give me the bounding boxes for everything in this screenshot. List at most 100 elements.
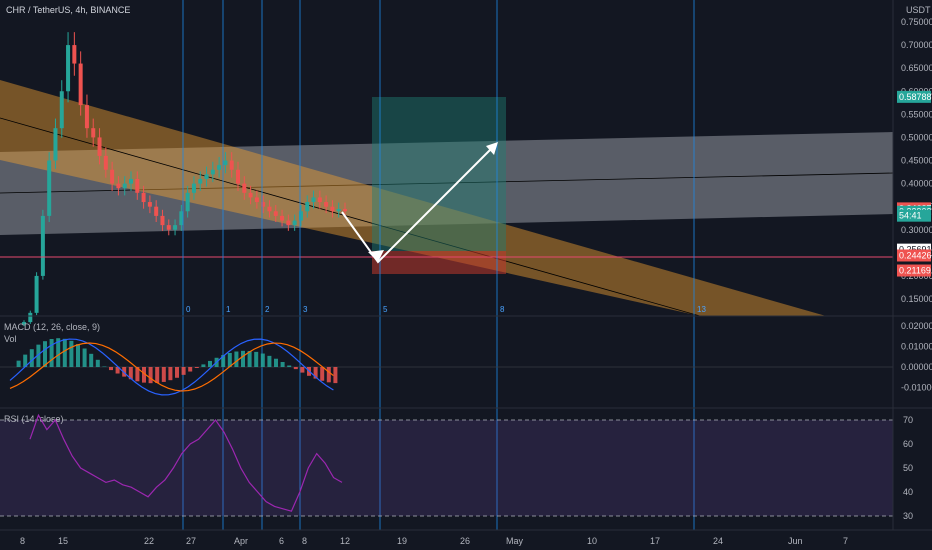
macd-histogram-bar bbox=[95, 359, 100, 367]
currency-label: USDT bbox=[906, 5, 931, 15]
macd-histogram-bar bbox=[56, 338, 61, 367]
candle-body[interactable] bbox=[40, 215, 45, 276]
candle-body[interactable] bbox=[210, 169, 215, 175]
candle-body[interactable] bbox=[198, 178, 203, 184]
time-tick-label: 27 bbox=[186, 536, 196, 546]
candle-body[interactable] bbox=[298, 211, 303, 221]
signal-line[interactable] bbox=[9, 342, 334, 392]
candle-body[interactable] bbox=[147, 202, 152, 207]
candle-body[interactable] bbox=[223, 160, 228, 166]
candle-body[interactable] bbox=[78, 63, 83, 106]
candle-body[interactable] bbox=[286, 220, 291, 226]
arrow-head-up bbox=[486, 142, 498, 155]
candle-body[interactable] bbox=[59, 91, 64, 129]
candle-body[interactable] bbox=[261, 202, 266, 207]
candle-body[interactable] bbox=[160, 215, 165, 226]
candle-body[interactable] bbox=[324, 202, 329, 207]
time-tick-label: 15 bbox=[58, 536, 68, 546]
candle-body[interactable] bbox=[84, 105, 89, 129]
candle-body[interactable] bbox=[53, 128, 58, 161]
candle-body[interactable] bbox=[317, 197, 322, 203]
stop-zone-box[interactable] bbox=[372, 251, 506, 274]
candle-body[interactable] bbox=[229, 160, 234, 170]
macd-histogram-bar bbox=[122, 367, 127, 377]
candle-body[interactable] bbox=[135, 178, 140, 193]
candle-body[interactable] bbox=[236, 169, 240, 184]
candle-body[interactable] bbox=[72, 45, 77, 64]
macd-histogram-bar bbox=[16, 360, 21, 367]
candle-body[interactable] bbox=[343, 208, 347, 212]
rsi-pane[interactable]: RSI (14, close) 70 60 50 40 30 bbox=[0, 413, 913, 521]
candle-body[interactable] bbox=[28, 312, 33, 323]
candle-body[interactable] bbox=[47, 160, 52, 216]
price-tick-label: 0.50000 bbox=[901, 132, 932, 142]
candle-body[interactable] bbox=[305, 202, 310, 212]
candle-body[interactable] bbox=[122, 183, 127, 189]
candle-body[interactable] bbox=[141, 192, 146, 203]
macd-tick-label: 0.00000 bbox=[901, 362, 932, 372]
rsi-title: RSI (14, close) bbox=[4, 414, 64, 424]
rsi-tick-label: 30 bbox=[903, 511, 913, 521]
candle-body[interactable] bbox=[336, 208, 341, 212]
fib-time-label: 0 bbox=[186, 305, 191, 314]
candle-body[interactable] bbox=[154, 206, 159, 216]
fib-time-label: 13 bbox=[697, 305, 706, 314]
fib-time-label: 2 bbox=[265, 305, 270, 314]
candle-body[interactable] bbox=[204, 174, 209, 179]
candle-body[interactable] bbox=[66, 45, 71, 92]
macd-histogram-bar bbox=[234, 351, 239, 367]
rsi-tick-label: 40 bbox=[903, 487, 913, 497]
candle-body[interactable] bbox=[97, 137, 102, 156]
price-badge-label: 54:41 bbox=[899, 211, 922, 221]
candle-body[interactable] bbox=[34, 275, 39, 313]
time-tick-label: 19 bbox=[397, 536, 407, 546]
candle-body[interactable] bbox=[166, 225, 171, 230]
macd-histogram-bar bbox=[241, 350, 245, 367]
candle-body[interactable] bbox=[254, 197, 259, 203]
price-tick-label: 0.40000 bbox=[901, 179, 932, 189]
orange-channel-midline bbox=[0, 117, 701, 317]
drawing-overlays[interactable]: 0 1 2 3 5 8 13 bbox=[0, 0, 893, 530]
candle-body[interactable] bbox=[248, 192, 253, 198]
macd-histogram-bar bbox=[109, 367, 113, 371]
candle-body[interactable] bbox=[267, 206, 272, 212]
candle-body[interactable] bbox=[217, 165, 222, 170]
rsi-line[interactable] bbox=[29, 413, 343, 512]
price-tick-label: 0.45000 bbox=[901, 156, 932, 166]
candle-body[interactable] bbox=[330, 206, 335, 212]
price-badge-label: 0.58788 bbox=[899, 92, 932, 102]
candle-body[interactable] bbox=[110, 169, 115, 184]
symbol-title[interactable]: CHR / TetherUS, 4h, BINANCE bbox=[6, 5, 130, 15]
macd-line[interactable] bbox=[9, 338, 334, 396]
candle-body[interactable] bbox=[116, 183, 121, 189]
candle-body[interactable] bbox=[292, 220, 297, 226]
price-tick-label: 0.30000 bbox=[901, 225, 932, 235]
target-zone-box[interactable] bbox=[372, 97, 506, 251]
price-tick-label: 0.70000 bbox=[901, 40, 932, 50]
candle-body[interactable] bbox=[191, 183, 196, 193]
macd-histogram-bar bbox=[254, 351, 259, 367]
candle-body[interactable] bbox=[22, 322, 26, 325]
macd-histogram-bar bbox=[43, 341, 47, 367]
candle-body[interactable] bbox=[273, 211, 278, 216]
candle-body[interactable] bbox=[242, 183, 247, 193]
macd-pane[interactable]: MACD (12, 26, close, 9) Vol 0.02000 0.01000… bbox=[0, 321, 932, 396]
macd-histogram-bar bbox=[313, 367, 318, 379]
candle-body[interactable] bbox=[185, 192, 190, 212]
candle-body[interactable] bbox=[129, 178, 133, 184]
candle-body[interactable] bbox=[173, 225, 178, 230]
candle-body[interactable] bbox=[91, 128, 96, 138]
candle-body[interactable] bbox=[280, 215, 285, 221]
macd-histogram-bar bbox=[280, 362, 285, 367]
fib-time-label: 5 bbox=[383, 305, 388, 314]
candle-body[interactable] bbox=[179, 211, 184, 226]
candle-body[interactable] bbox=[311, 197, 316, 203]
macd-histogram-bar bbox=[287, 365, 292, 367]
macd-tick-label: 0.01000 bbox=[901, 342, 932, 352]
candle-body[interactable] bbox=[103, 155, 108, 170]
time-tick-label: 6 bbox=[279, 536, 284, 546]
macd-histogram-bar bbox=[168, 367, 173, 381]
